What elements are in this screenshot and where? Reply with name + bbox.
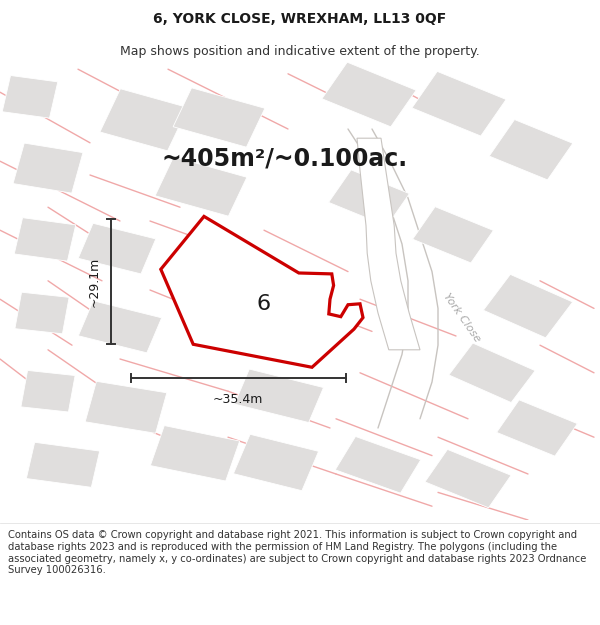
Polygon shape bbox=[413, 207, 493, 263]
Polygon shape bbox=[233, 434, 319, 491]
Text: Contains OS data © Crown copyright and database right 2021. This information is : Contains OS data © Crown copyright and d… bbox=[8, 531, 586, 575]
Text: 6: 6 bbox=[257, 294, 271, 314]
Polygon shape bbox=[155, 157, 247, 216]
Polygon shape bbox=[425, 449, 511, 508]
Text: York Close: York Close bbox=[442, 291, 482, 344]
Polygon shape bbox=[15, 292, 69, 334]
Text: ~405m²/~0.100ac.: ~405m²/~0.100ac. bbox=[162, 147, 408, 171]
Polygon shape bbox=[484, 274, 572, 338]
Polygon shape bbox=[335, 436, 421, 493]
Polygon shape bbox=[489, 119, 573, 180]
Polygon shape bbox=[173, 88, 265, 147]
Text: ~35.4m: ~35.4m bbox=[213, 393, 263, 406]
Polygon shape bbox=[14, 217, 76, 261]
Polygon shape bbox=[322, 62, 416, 127]
Polygon shape bbox=[79, 301, 161, 353]
Polygon shape bbox=[151, 426, 239, 481]
Polygon shape bbox=[78, 223, 156, 274]
Text: 6, YORK CLOSE, WREXHAM, LL13 0QF: 6, YORK CLOSE, WREXHAM, LL13 0QF bbox=[154, 12, 446, 26]
Polygon shape bbox=[497, 400, 577, 456]
Polygon shape bbox=[161, 216, 363, 368]
Polygon shape bbox=[26, 442, 100, 488]
Text: ~29.1m: ~29.1m bbox=[87, 256, 100, 307]
Polygon shape bbox=[85, 381, 167, 433]
Text: Map shows position and indicative extent of the property.: Map shows position and indicative extent… bbox=[120, 45, 480, 58]
Polygon shape bbox=[357, 138, 420, 350]
Polygon shape bbox=[13, 143, 83, 193]
Polygon shape bbox=[412, 71, 506, 136]
Polygon shape bbox=[21, 371, 75, 412]
Polygon shape bbox=[329, 170, 409, 226]
Polygon shape bbox=[100, 89, 188, 151]
Polygon shape bbox=[449, 343, 535, 402]
Polygon shape bbox=[2, 76, 58, 118]
Polygon shape bbox=[235, 369, 323, 423]
